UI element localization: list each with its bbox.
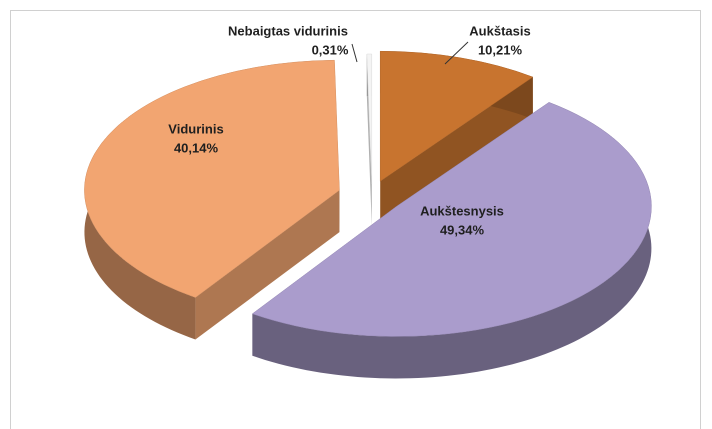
- slice: [251, 102, 652, 337]
- data-label-name: Vidurinis: [168, 121, 223, 136]
- slice: [84, 59, 340, 298]
- data-label-value: 0,31%: [312, 42, 349, 57]
- data-label-value: 49,34%: [440, 222, 485, 237]
- pie-slice: [379, 50, 534, 224]
- pie-slice: [366, 53, 373, 227]
- pie-slice: [251, 102, 652, 379]
- data-label-name: Aukštesnysis: [420, 203, 504, 218]
- data-label-name: Aukštasis: [469, 23, 530, 38]
- leader-line: [351, 43, 358, 63]
- slice: [379, 50, 534, 182]
- leader-line: [444, 41, 469, 65]
- pie-slice: [84, 59, 340, 340]
- data-label-value: 10,21%: [478, 42, 523, 57]
- data-label-name: Nebaigtas vidurinis: [228, 23, 348, 38]
- slice-cut-face: [195, 190, 340, 340]
- slice-side: [252, 102, 652, 379]
- slice-cut-face: [380, 77, 533, 224]
- chart-frame: [10, 10, 701, 429]
- slice: [366, 53, 373, 185]
- slice-cut-face: [366, 54, 372, 227]
- data-label-value: 40,14%: [174, 140, 219, 155]
